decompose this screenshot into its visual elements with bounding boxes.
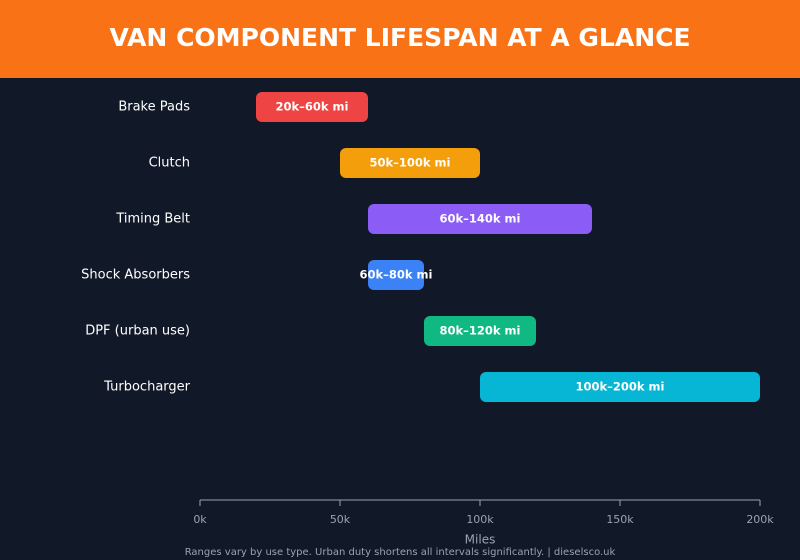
range-bar (424, 316, 536, 346)
range-bar (340, 148, 480, 178)
footnote: Ranges vary by use type. Urban duty shor… (185, 547, 616, 558)
x-tick-label: 200k (746, 513, 774, 526)
x-tick-label: 0k (193, 513, 207, 526)
bar-label: 80k–120k mi (440, 324, 521, 338)
range-bar (256, 92, 368, 122)
category-label: Shock Absorbers (81, 268, 190, 283)
bar-label: 20k–60k mi (276, 100, 349, 114)
bar-label: 60k–140k mi (440, 212, 521, 226)
category-label: Clutch (149, 156, 190, 171)
bar-label: 50k–100k mi (370, 156, 451, 170)
x-tick-label: 150k (606, 513, 634, 526)
x-tick-label: 50k (330, 513, 351, 526)
category-label: Turbocharger (103, 380, 190, 395)
range-bar (368, 260, 424, 290)
category-label: Brake Pads (118, 100, 190, 115)
category-label: DPF (urban use) (85, 324, 190, 339)
chart-title: VAN COMPONENT LIFESPAN AT A GLANCE (109, 23, 690, 52)
bar-label: 60k–80k mi (360, 268, 433, 282)
title-banner (0, 0, 800, 78)
range-bar (368, 204, 592, 234)
bar-label: 100k–200k mi (576, 380, 665, 394)
range-bar (480, 372, 760, 402)
category-label: Timing Belt (115, 212, 190, 227)
x-tick-label: 100k (466, 513, 494, 526)
x-axis-label: Miles (465, 533, 496, 547)
